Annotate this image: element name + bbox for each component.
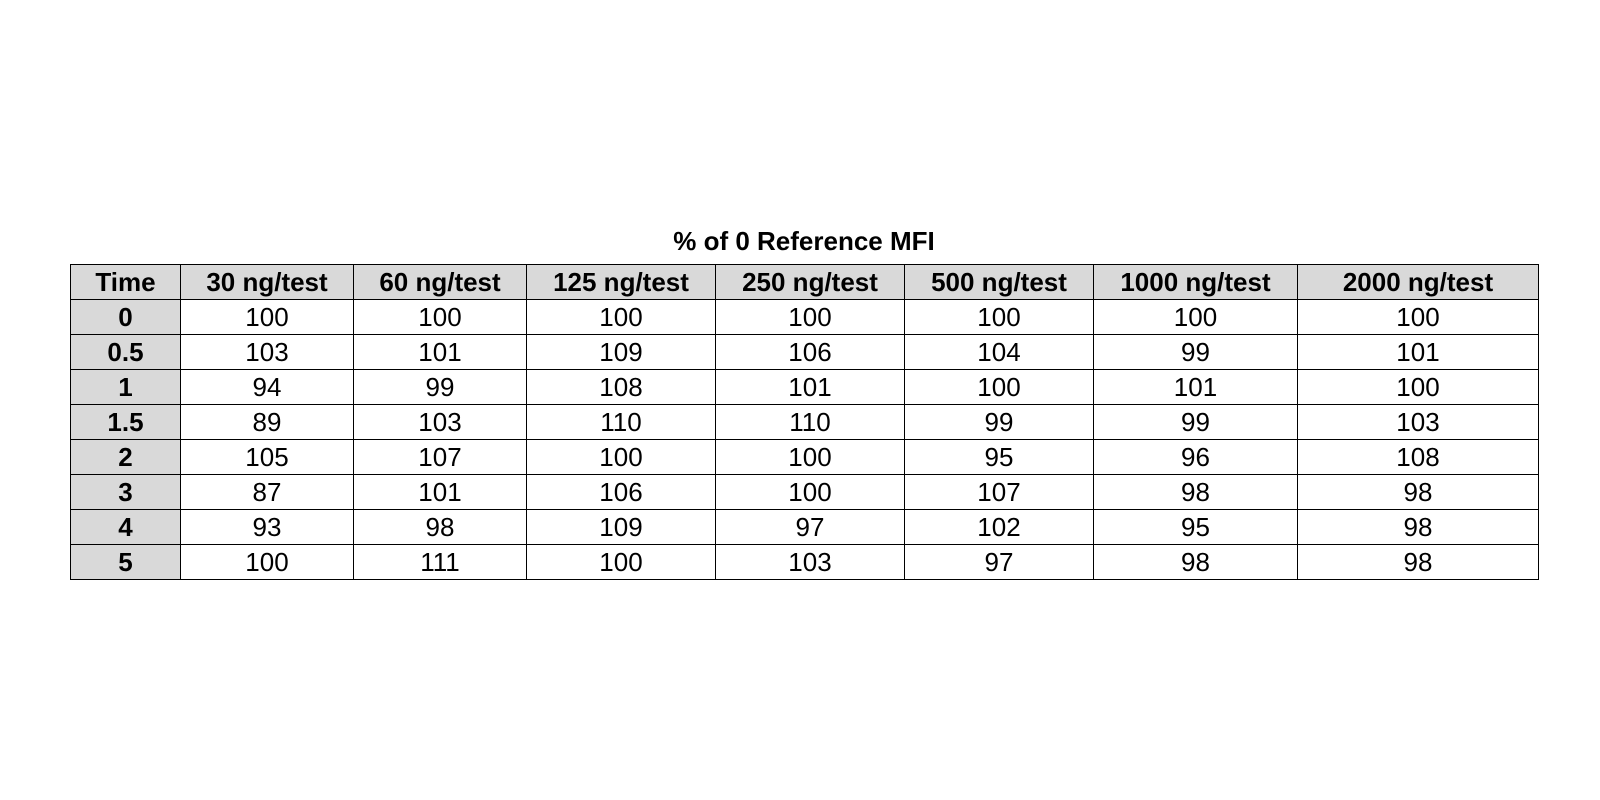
value-cell: 99: [1093, 334, 1298, 370]
value-cell: 98: [1297, 544, 1539, 580]
value-cell: 98: [1297, 474, 1539, 510]
value-cell: 101: [353, 334, 527, 370]
table-row: 2 105 107 100 100 95 96 108: [70, 439, 1539, 475]
value-cell: 100: [353, 299, 527, 335]
value-cell: 100: [904, 369, 1094, 405]
value-cell: 103: [180, 334, 354, 370]
table-row: 0 100 100 100 100 100 100 100: [70, 299, 1539, 335]
value-cell: 101: [353, 474, 527, 510]
value-cell: 98: [1297, 509, 1539, 545]
value-cell: 105: [180, 439, 354, 475]
value-cell: 93: [180, 509, 354, 545]
value-cell: 106: [526, 474, 716, 510]
table-body: 0 100 100 100 100 100 100 100 0.5 103 101 109 106 104…: [70, 299, 1539, 580]
value-cell: 100: [526, 544, 716, 580]
value-cell: 110: [526, 404, 716, 440]
value-cell: 103: [1297, 404, 1539, 440]
value-cell: 101: [1297, 334, 1539, 370]
table-row: 5 100 111 100 103 97 98 98: [70, 544, 1539, 580]
value-cell: 98: [353, 509, 527, 545]
value-cell: 98: [1093, 474, 1298, 510]
value-cell: 100: [180, 544, 354, 580]
column-header: 30 ng/test: [180, 264, 354, 300]
column-header: 60 ng/test: [353, 264, 527, 300]
mfi-table: Time 30 ng/test 60 ng/test 125 ng/test 2…: [70, 264, 1539, 580]
time-cell: 0: [70, 299, 181, 335]
column-header: 500 ng/test: [904, 264, 1094, 300]
value-cell: 94: [180, 369, 354, 405]
value-cell: 89: [180, 404, 354, 440]
value-cell: 110: [715, 404, 905, 440]
value-cell: 99: [904, 404, 1094, 440]
time-cell: 4: [70, 509, 181, 545]
value-cell: 96: [1093, 439, 1298, 475]
value-cell: 106: [715, 334, 905, 370]
value-cell: 109: [526, 509, 716, 545]
value-cell: 101: [1093, 369, 1298, 405]
value-cell: 100: [1093, 299, 1298, 335]
value-cell: 97: [715, 509, 905, 545]
value-cell: 108: [1297, 439, 1539, 475]
value-cell: 103: [353, 404, 527, 440]
time-cell: 3: [70, 474, 181, 510]
time-cell: 5: [70, 544, 181, 580]
value-cell: 100: [1297, 299, 1539, 335]
column-header: 2000 ng/test: [1297, 264, 1539, 300]
value-cell: 102: [904, 509, 1094, 545]
value-cell: 100: [715, 439, 905, 475]
column-header: 250 ng/test: [715, 264, 905, 300]
value-cell: 95: [904, 439, 1094, 475]
column-header: 1000 ng/test: [1093, 264, 1298, 300]
value-cell: 104: [904, 334, 1094, 370]
value-cell: 108: [526, 369, 716, 405]
value-cell: 100: [1297, 369, 1539, 405]
table-title: % of 0 Reference MFI: [673, 226, 935, 256]
value-cell: 100: [180, 299, 354, 335]
time-cell: 2: [70, 439, 181, 475]
value-cell: 99: [1093, 404, 1298, 440]
value-cell: 99: [353, 369, 527, 405]
value-cell: 109: [526, 334, 716, 370]
time-cell: 1.5: [70, 404, 181, 440]
column-header: 125 ng/test: [526, 264, 716, 300]
value-cell: 107: [353, 439, 527, 475]
time-cell: 1: [70, 369, 181, 405]
time-cell: 0.5: [70, 334, 181, 370]
value-cell: 100: [715, 474, 905, 510]
value-cell: 103: [715, 544, 905, 580]
time-column-header: Time: [70, 264, 181, 300]
value-cell: 100: [526, 299, 716, 335]
value-cell: 100: [526, 439, 716, 475]
table-row: 3 87 101 106 100 107 98 98: [70, 474, 1539, 510]
value-cell: 101: [715, 369, 905, 405]
value-cell: 97: [904, 544, 1094, 580]
value-cell: 111: [353, 544, 527, 580]
header-row: Time 30 ng/test 60 ng/test 125 ng/test 2…: [70, 264, 1539, 300]
value-cell: 100: [904, 299, 1094, 335]
value-cell: 87: [180, 474, 354, 510]
table-row: 0.5 103 101 109 106 104 99 101: [70, 334, 1539, 370]
value-cell: 107: [904, 474, 1094, 510]
table-row: 4 93 98 109 97 102 95 98: [70, 509, 1539, 545]
table-row: 1.5 89 103 110 110 99 99 103: [70, 404, 1539, 440]
value-cell: 98: [1093, 544, 1298, 580]
value-cell: 95: [1093, 509, 1298, 545]
value-cell: 100: [715, 299, 905, 335]
table-row: 1 94 99 108 101 100 101 100: [70, 369, 1539, 405]
